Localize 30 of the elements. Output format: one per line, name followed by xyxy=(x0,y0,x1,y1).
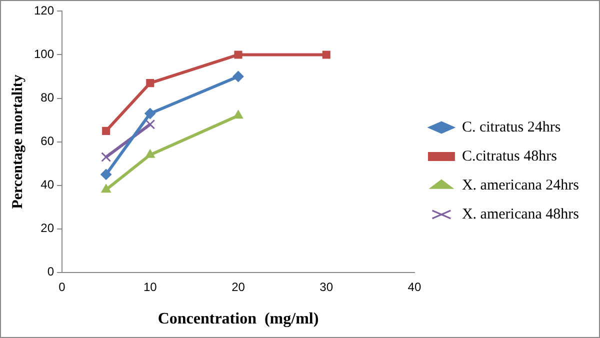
legend-label: C.citratus 48hrs xyxy=(462,148,558,164)
y-tick-label: 20 xyxy=(40,221,54,236)
y-tick-label: 40 xyxy=(40,178,54,192)
point xyxy=(232,71,244,82)
y-tick-label: 120 xyxy=(34,4,54,18)
y-tick-label: 80 xyxy=(40,90,54,105)
legend-label: X. americana 48hrs xyxy=(462,206,580,222)
y-axis-title: Percentage mortality xyxy=(10,74,26,209)
x-tick-label: 30 xyxy=(320,280,334,294)
point xyxy=(233,110,244,119)
x-tick-label: 40 xyxy=(408,280,422,294)
x-tick-label: 20 xyxy=(232,280,246,294)
point xyxy=(145,119,156,130)
legend-label: C. citratus 24hrs xyxy=(462,119,561,136)
y-tick-label: 60 xyxy=(40,134,54,148)
point xyxy=(322,50,330,59)
point xyxy=(146,78,154,88)
point xyxy=(101,152,112,162)
point xyxy=(100,168,112,180)
x-axis-title: Concentration (mg/ml) xyxy=(158,310,319,328)
x-tick-label: 0 xyxy=(58,280,66,294)
point xyxy=(234,50,242,59)
x-tick-label: 10 xyxy=(143,280,158,294)
point xyxy=(144,108,156,120)
point xyxy=(102,126,110,135)
point xyxy=(101,184,111,193)
legend-label: X. americana 24hrs xyxy=(462,177,580,194)
y-tick-label: 100 xyxy=(34,47,54,62)
y-tick-label: 0 xyxy=(47,264,54,279)
point xyxy=(145,149,155,158)
